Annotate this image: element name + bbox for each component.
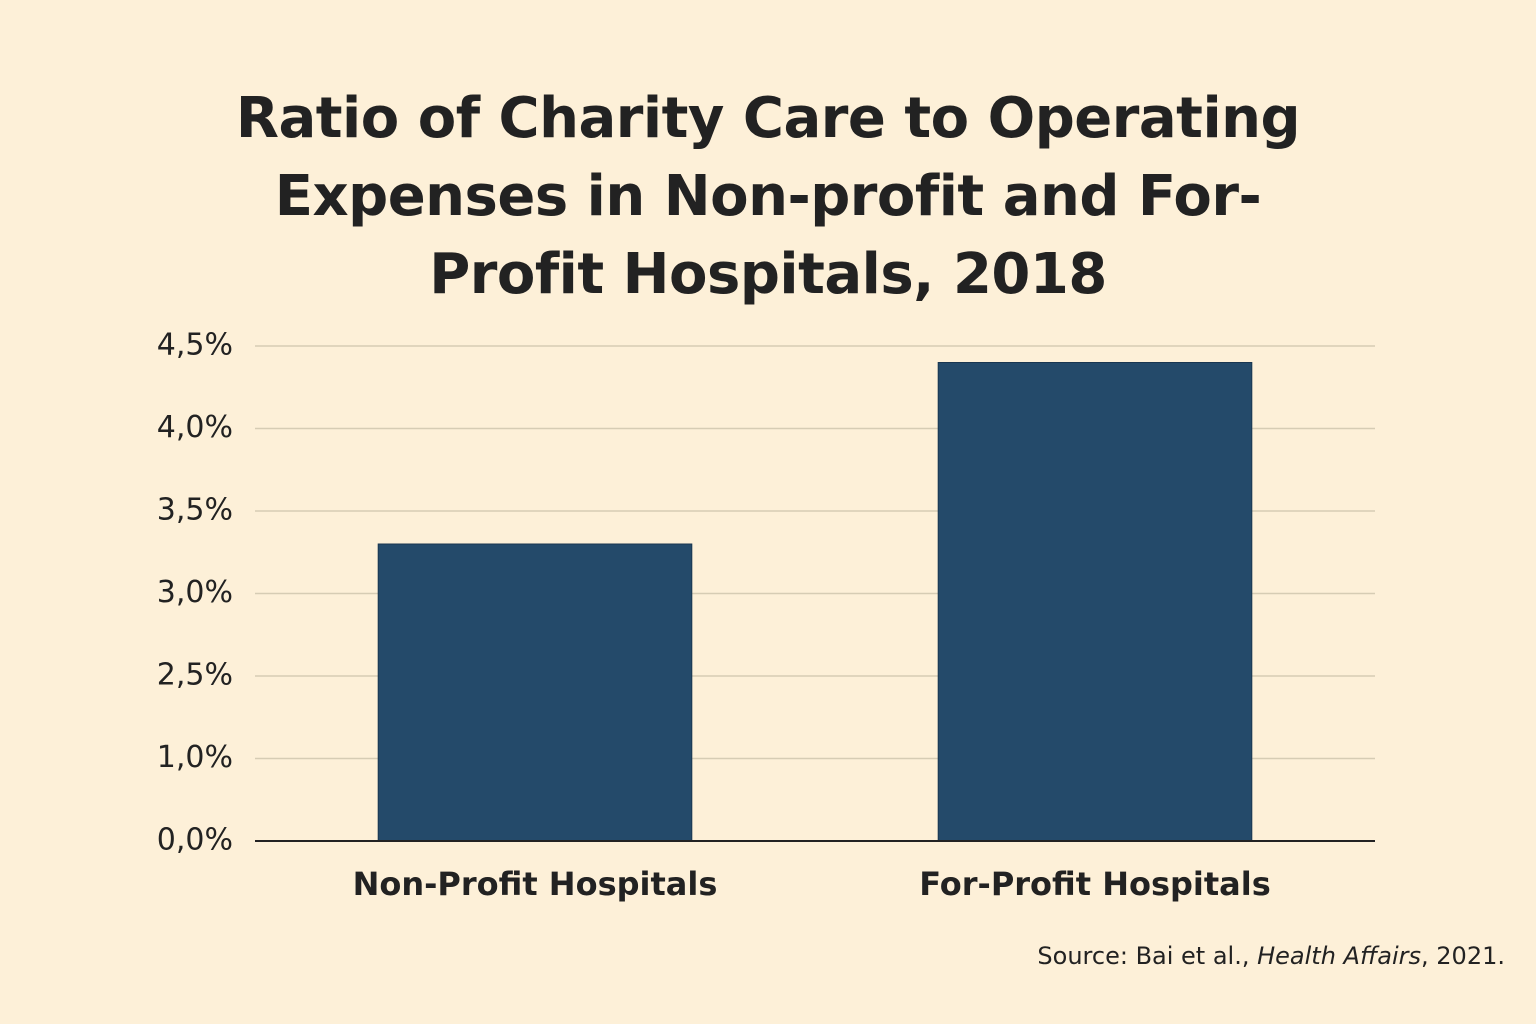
y-tick-label: 3,0% — [157, 575, 233, 610]
x-tick-label: For-Profit Hospitals — [919, 865, 1271, 903]
x-tick-label: Non-Profit Hospitals — [353, 865, 718, 903]
source-prefix: Source: Bai et al., — [1037, 942, 1257, 970]
bar — [937, 362, 1253, 842]
y-tick-label: 3,5% — [157, 493, 233, 528]
y-tick-label: 4,5% — [157, 328, 233, 363]
source-note: Source: Bai et al., Health Affairs, 2021… — [1037, 942, 1505, 970]
y-tick-label: 1,0% — [157, 740, 233, 775]
y-tick-label: 4,0% — [157, 410, 233, 445]
y-tick-label: 0,0% — [157, 823, 233, 858]
y-tick-label: 2,5% — [157, 658, 233, 693]
source-journal: Health Affairs — [1257, 942, 1421, 970]
source-suffix: , 2021. — [1421, 942, 1505, 970]
bar — [377, 543, 693, 842]
chart-title: Ratio of Charity Care to Operating Expen… — [235, 86, 1301, 307]
